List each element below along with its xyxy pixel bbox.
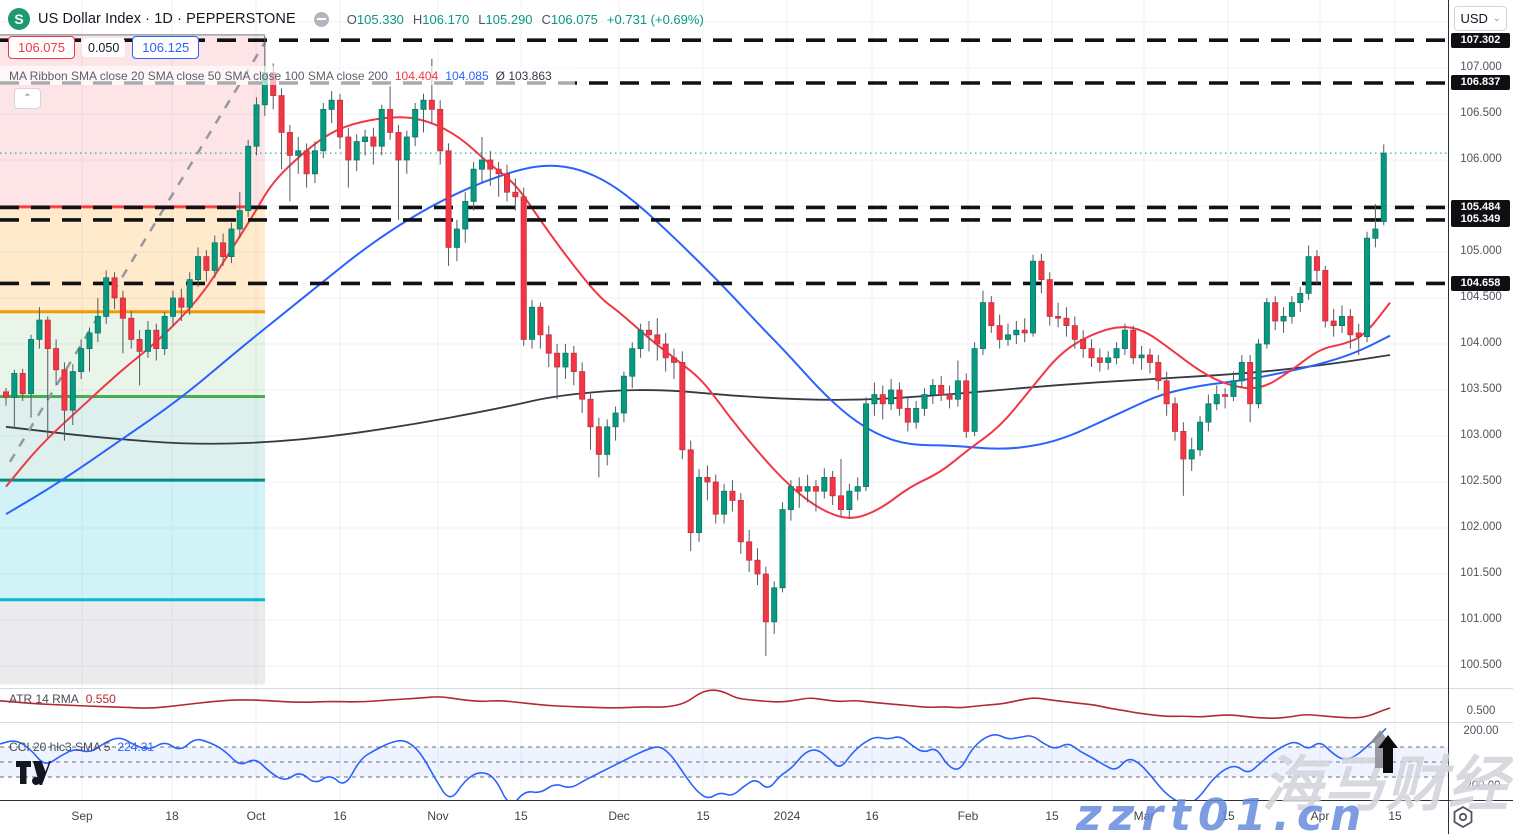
ma-ribbon-legend[interactable]: MA Ribbon SMA close 20 SMA close 50 SMA … <box>0 66 575 85</box>
collapse-indicator-button[interactable]: ⌃ <box>14 88 41 109</box>
time-tick: Feb <box>957 809 979 823</box>
pane-separator-atr-cci[interactable] <box>0 722 1513 723</box>
watermark-site: zzrt01.cn <box>1076 790 1369 834</box>
price-tick: 104.000 <box>1460 337 1502 349</box>
price-tick: 103.000 <box>1460 429 1502 441</box>
sma200-line <box>5 354 1391 445</box>
atr-line <box>0 689 1391 719</box>
open-value: 105.330 <box>356 11 404 27</box>
close-label: C <box>541 11 551 27</box>
price-tick: 106.000 <box>1460 153 1502 165</box>
cci-legend[interactable]: CCI 20 hlc3 SMA 5 224.31 <box>9 740 154 754</box>
cci-pane[interactable] <box>0 723 1448 800</box>
main-chart-pane[interactable] <box>0 0 1448 688</box>
chevron-down-icon: ⌄ <box>1492 13 1501 23</box>
ma-ribbon-label: MA Ribbon SMA close 20 SMA close 50 SMA … <box>9 68 388 83</box>
time-tick: Mar <box>1133 809 1155 823</box>
price-scale[interactable]: USD ⌄ 107.000 106.500 106.000 105.000 104.50… <box>1449 0 1513 800</box>
price-tick: 104.500 <box>1460 291 1502 303</box>
sma20-line <box>5 116 1391 519</box>
price-tick: 100.500 <box>1460 659 1502 671</box>
high-value: 106.170 <box>422 11 470 27</box>
limit-price-box[interactable]: 106.125 <box>132 36 200 59</box>
indicator-scale-label: 0.500 <box>1466 705 1496 717</box>
chart-header: S US Dollar Index · 1D · PEPPERSTONE O10… <box>8 7 704 31</box>
time-tick: Apr <box>1310 809 1330 823</box>
price-tick: 102.000 <box>1460 521 1502 533</box>
order-price-widgets: 106.075 0.050 106.125 <box>8 36 200 59</box>
symbol-logo-icon[interactable]: S <box>8 8 30 30</box>
gear-icon[interactable] <box>1452 806 1474 828</box>
sma50-value: 104.085 <box>445 68 489 83</box>
high-label: H <box>412 11 423 27</box>
dashed-levels <box>0 38 1448 286</box>
up-arrow-annotation <box>1370 730 1398 773</box>
time-tick: 15 <box>1388 809 1402 823</box>
time-tick: Oct <box>246 809 266 823</box>
time-tick: Nov <box>427 809 449 823</box>
currency-label: USD <box>1460 11 1488 26</box>
symbol-title[interactable]: US Dollar Index · 1D · PEPPERSTONE <box>38 11 296 27</box>
close-value: 106.075 <box>550 11 598 27</box>
gridlines <box>0 0 1448 688</box>
price-level-badge: 105.484 <box>1451 199 1510 215</box>
price-level-badge: 107.302 <box>1451 32 1510 48</box>
time-tick: 15 <box>696 809 710 823</box>
pivot-zones <box>0 34 265 685</box>
price-level-badge: 104.658 <box>1451 275 1510 291</box>
price-tick: 106.500 <box>1460 107 1502 119</box>
sma50-line <box>5 164 1391 516</box>
change-value: +0.731 (+0.69%) <box>606 11 704 27</box>
indicator-scale-label: 200.00 <box>1463 725 1499 737</box>
price-tick: 101.000 <box>1460 613 1502 625</box>
time-axis-border <box>0 800 1513 801</box>
time-tick: 16 <box>865 809 879 823</box>
price-level-badge: 106.837 <box>1451 75 1510 91</box>
low-label: L <box>478 11 486 27</box>
sma20-value: 104.404 <box>394 68 439 83</box>
collapse-legend-icon[interactable] <box>313 11 329 27</box>
price-tick: 101.500 <box>1460 567 1502 579</box>
atr-value: 0.550 <box>85 692 116 706</box>
price-tick: 107.000 <box>1460 61 1502 73</box>
pane-separator-main-atr[interactable] <box>0 688 1513 689</box>
price-scale-border <box>1448 0 1449 834</box>
cci-line <box>0 727 1387 800</box>
low-value: 105.290 <box>485 11 533 27</box>
atr-pane[interactable] <box>0 689 1448 722</box>
time-tick: 18 <box>165 809 179 823</box>
time-axis[interactable]: Sep 18 Oct 16 Nov 15 Dec 15 2024 16 Feb 15 Mar 15 Apr 1… <box>0 801 1448 834</box>
tradingview-logo[interactable] <box>15 760 51 786</box>
price-tick: 103.500 <box>1460 383 1502 395</box>
spread-size-box[interactable]: 0.050 <box>82 38 126 57</box>
price-tick: 102.500 <box>1460 475 1502 487</box>
time-tick: 2024 <box>773 809 801 823</box>
sma-average-value: Ø 103.863 <box>495 68 552 83</box>
time-tick: 15 <box>514 809 528 823</box>
price-level-badge: 105.349 <box>1451 212 1510 228</box>
cci-value: 224.31 <box>117 740 155 754</box>
candles-layer <box>3 35 1387 656</box>
open-label: O <box>346 11 357 27</box>
time-tick: 16 <box>333 809 347 823</box>
atr-label: ATR 14 RMA <box>9 692 79 706</box>
time-tick: 15 <box>1045 809 1059 823</box>
time-tick: Dec <box>608 809 630 823</box>
cci-label: CCI 20 hlc3 SMA 5 <box>9 740 111 754</box>
atr-legend[interactable]: ATR 14 RMA 0.550 <box>9 692 116 706</box>
price-tick: 105.000 <box>1460 245 1502 257</box>
currency-dropdown[interactable]: USD ⌄ <box>1454 6 1507 31</box>
ohlc-readout: O105.330 H106.170 L105.290 C106.075 +0.7… <box>347 12 704 27</box>
stop-price-box[interactable]: 106.075 <box>8 36 75 59</box>
indicator-scale-label: -200.00 <box>1461 780 1501 792</box>
time-tick: Sep <box>71 809 93 823</box>
time-tick: 15 <box>1221 809 1235 823</box>
